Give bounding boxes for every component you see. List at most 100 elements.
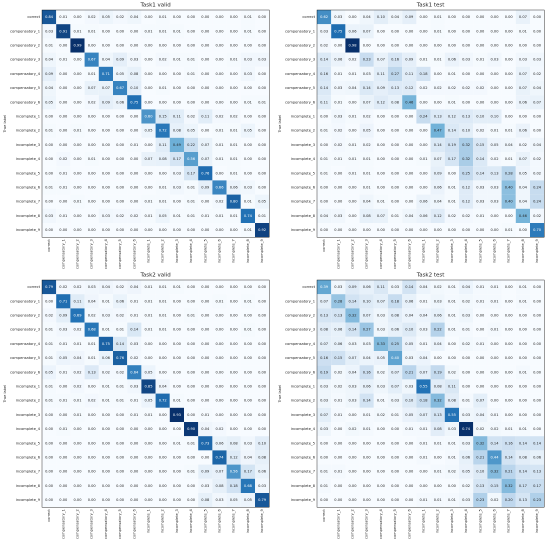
cell-value: 0.05 — [45, 100, 53, 104]
heatmap-cell — [169, 38, 184, 53]
cell-value: 0.00 — [187, 228, 196, 232]
heatmap-cell — [155, 194, 170, 209]
cell-value: 0.01 — [244, 29, 252, 33]
heatmap-cell — [444, 180, 459, 195]
heatmap-cell — [113, 365, 128, 380]
cell-value: 0.03 — [334, 86, 342, 90]
cell-value: 0.00 — [173, 470, 182, 474]
cell-value: 0.00 — [201, 399, 210, 403]
heatmap-cell — [473, 280, 488, 295]
heatmap-cell — [317, 351, 332, 366]
cell-value: 0.00 — [144, 44, 153, 48]
heatmap-cell — [331, 280, 346, 295]
heatmap-cell — [345, 308, 360, 323]
cell-value: 0.00 — [462, 385, 471, 389]
cell-value: 0.00 — [130, 29, 139, 33]
cell-value: 0.00 — [201, 72, 210, 76]
heatmap-cell — [212, 208, 227, 223]
cell-value: 0.00 — [215, 72, 224, 76]
heatmap-cell — [373, 436, 388, 451]
heatmap-cell — [141, 308, 156, 323]
cell-value: 0.03 — [215, 498, 223, 502]
heatmap-cell — [212, 194, 227, 209]
heatmap-cell — [416, 422, 431, 437]
heatmap-cell — [84, 152, 99, 167]
heatmap-cell — [42, 436, 57, 451]
cell-value: 0.23 — [533, 498, 541, 502]
heatmap-cell — [359, 464, 374, 479]
cell-value: 0.04 — [419, 314, 428, 318]
heatmap-cell — [240, 351, 255, 366]
cell-value: 0.00 — [230, 356, 239, 360]
cell-value: 0.01 — [215, 214, 223, 218]
cell-value: 0.13 — [391, 86, 399, 90]
heatmap-cell — [127, 351, 142, 366]
heatmap-cell — [226, 109, 241, 124]
heatmap-cell — [373, 422, 388, 437]
heatmap-cell — [501, 493, 516, 508]
cell-value: 0.14 — [348, 328, 357, 332]
heatmap-cell — [373, 223, 388, 238]
cell-value: 0.00 — [348, 441, 357, 445]
heatmap-cell — [127, 123, 142, 138]
heatmap-cell — [70, 166, 85, 181]
heatmap-cell — [226, 152, 241, 167]
heatmap-cell — [530, 322, 545, 337]
cell-value: 0.07 — [363, 100, 371, 104]
cell-value: 0.00 — [159, 342, 168, 346]
heatmap-cell — [155, 152, 170, 167]
heatmap-cell — [226, 294, 241, 309]
cell-value: 0.55 — [419, 385, 427, 389]
cell-value: 0.00 — [377, 441, 386, 445]
heatmap-cell — [373, 322, 388, 337]
cell-value: 0.03 — [462, 441, 470, 445]
heatmap-cell — [98, 123, 113, 138]
cell-value: 0.98 — [348, 44, 357, 48]
heatmap-cell — [388, 379, 403, 394]
cell-value: 0.00 — [130, 171, 139, 175]
heatmap-cell — [530, 436, 545, 451]
heatmap-cell — [373, 180, 388, 195]
heatmap-cell — [416, 10, 431, 25]
heatmap-cell — [388, 450, 403, 465]
cell-value: 0.02 — [533, 214, 541, 218]
heatmap-cell — [430, 81, 445, 96]
cell-value: 0.00 — [102, 228, 111, 232]
heatmap-cell — [402, 109, 417, 124]
panel-title: Task2 valid — [139, 273, 170, 279]
cell-value: 0.18 — [419, 72, 428, 76]
cell-value: 0.01 — [519, 285, 527, 289]
heatmap-cell — [198, 393, 213, 408]
heatmap-cell — [127, 436, 142, 451]
cell-value: 0.05 — [258, 200, 266, 204]
cell-value: 0.01 — [173, 285, 181, 289]
y-tick-label: compensatory_6 — [285, 370, 316, 374]
heatmap-cell — [127, 493, 142, 508]
heatmap-cell — [113, 464, 128, 479]
x-tick-label: incomplete_1 — [422, 509, 426, 533]
heatmap-cell — [98, 10, 113, 25]
cell-value: 0.00 — [116, 413, 125, 417]
x-tick-label: incomplete_7 — [232, 509, 236, 533]
cell-value: 0.00 — [533, 44, 542, 48]
cell-value: 0.15 — [159, 115, 167, 119]
heatmap-cell — [444, 152, 459, 167]
cell-value: 0.00 — [419, 100, 428, 104]
heatmap-cell — [317, 280, 332, 295]
heatmap-cell — [70, 38, 85, 53]
cell-value: 0.03 — [130, 58, 138, 62]
x-tick-label: correct — [322, 239, 326, 252]
heatmap-cell — [184, 109, 199, 124]
heatmap-cell — [501, 95, 516, 110]
heatmap-cell — [501, 166, 516, 181]
heatmap-cell — [373, 66, 388, 81]
cell-value: 0.00 — [533, 285, 542, 289]
cell-value: 0.00 — [59, 72, 68, 76]
heatmap-cell — [459, 180, 474, 195]
cell-value: 0.01 — [334, 72, 342, 76]
cell-value: 0.00 — [45, 413, 54, 417]
heatmap-cell — [501, 123, 516, 138]
cell-value: 0.00 — [88, 44, 97, 48]
heatmap-cell — [113, 351, 128, 366]
heatmap-cell — [127, 81, 142, 96]
